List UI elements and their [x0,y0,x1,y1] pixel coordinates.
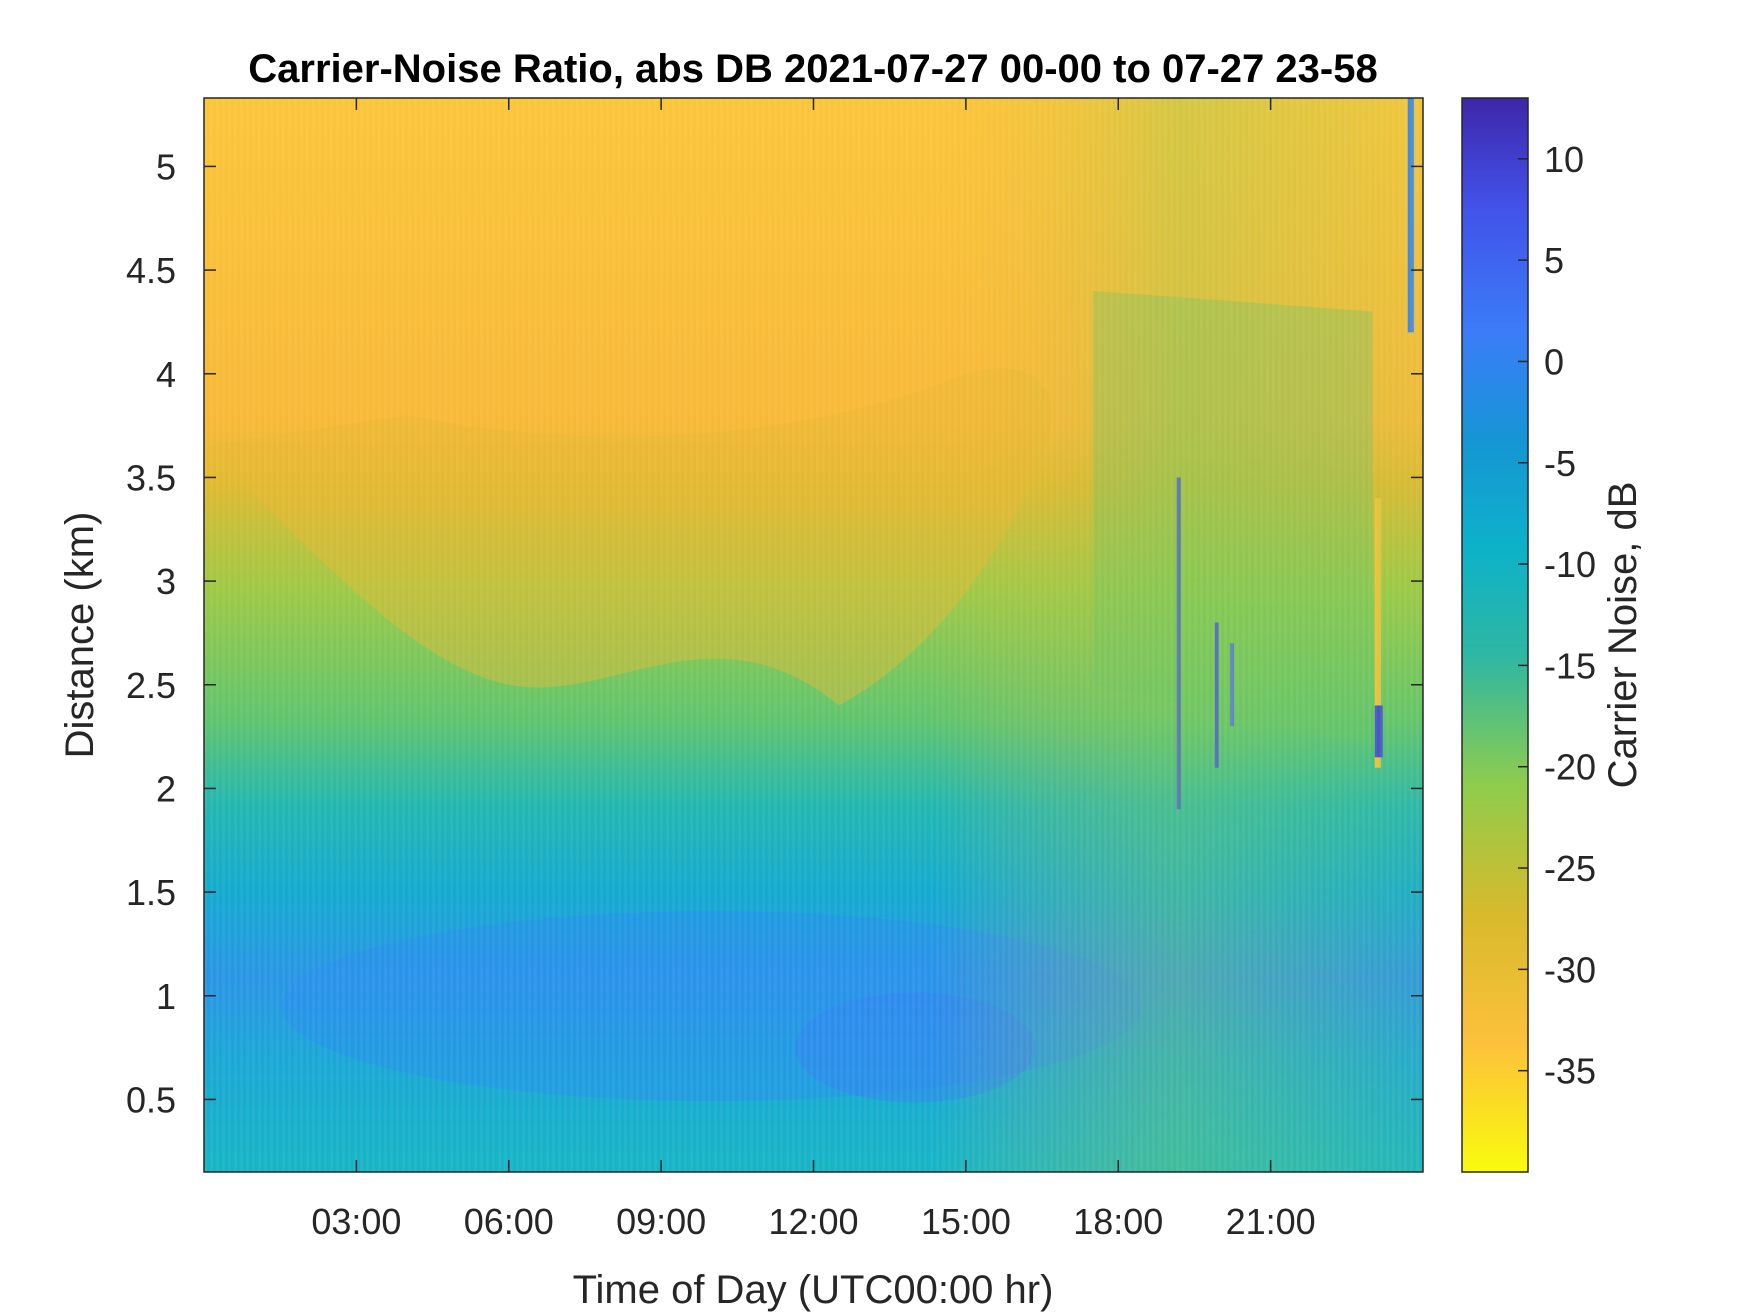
y-tick-label: 4.5 [126,250,176,291]
y-tick-label: 1 [156,976,176,1017]
y-tick-label: 0.5 [126,1079,176,1120]
y-axis-label: Distance (km) [58,512,102,759]
colorbar-tick-label: 10 [1544,139,1584,180]
colorbar-gradient [1461,97,1529,1173]
colorbar-tick-label: -10 [1544,544,1596,585]
heatmap-texture [204,98,1423,1172]
plot-area: 03:00 06:00 09:00 12:00 15:00 18:00 21:00 0.5 1… [126,97,1424,1242]
y-tick-label: 4 [156,354,176,395]
colorbar-tick-label: 5 [1544,240,1564,281]
x-axis: 03:00 06:00 09:00 12:00 15:00 18:00 21:00 [311,98,1316,1242]
x-tick-label: 06:00 [464,1201,554,1242]
x-tick-label: 09:00 [616,1201,706,1242]
x-tick-label: 03:00 [311,1201,401,1242]
x-axis-label: Time of Day (UTC00:00 hr) [573,1268,1054,1312]
colorbar-ticks: 10 5 0 -5 -10 -15 -20 -25 -30 -35 [1518,139,1596,1092]
y-tick-label: 5 [156,146,176,187]
colorbar-tick-label: -30 [1544,949,1596,990]
x-tick-label: 12:00 [768,1201,858,1242]
colorbar-tick-label: -15 [1544,645,1596,686]
y-tick-label: 3 [156,561,176,602]
y-tick-label: 1.5 [126,872,176,913]
colorbar-label: Carrier Noise, dB [1601,482,1645,789]
colorbar-tick-label: 0 [1544,341,1564,382]
y-tick-label: 3.5 [126,457,176,498]
colorbar-tick-label: -35 [1544,1051,1596,1092]
colorbar-tick-label: -20 [1544,747,1596,788]
y-tick-label: 2 [156,768,176,809]
x-tick-label: 21:00 [1226,1201,1316,1242]
x-tick-label: 18:00 [1073,1201,1163,1242]
y-tick-label: 2.5 [126,665,176,706]
x-tick-label: 15:00 [921,1201,1011,1242]
y-axis: 0.5 1 1.5 2 2.5 3 3.5 4 4.5 5 [126,146,1423,1120]
chart-title: Carrier-Noise Ratio, abs DB 2021-07-27 0… [248,47,1377,91]
colorbar-tick-label: -25 [1544,848,1596,889]
colorbar: 10 5 0 -5 -10 -15 -20 -25 -30 -35 [1461,97,1596,1173]
colorbar-tick-label: -5 [1544,443,1576,484]
